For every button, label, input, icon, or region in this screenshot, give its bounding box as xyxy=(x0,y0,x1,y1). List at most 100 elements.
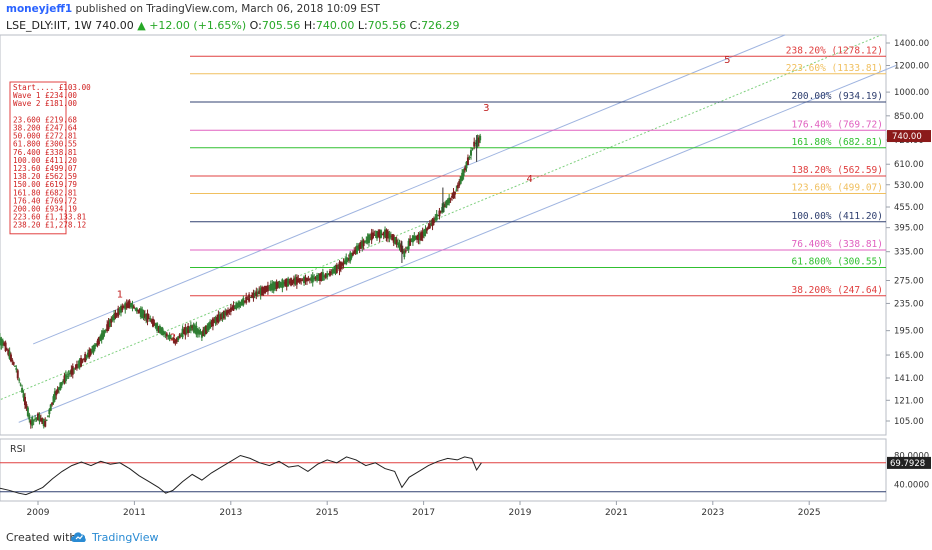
candle-body xyxy=(249,296,252,298)
info-box-line: 238.20 £1,278.12 xyxy=(13,221,86,230)
price-axis[interactable]: 1400.001200.001000.00850.00720.00610.005… xyxy=(886,39,931,427)
candle-body xyxy=(46,415,49,417)
candle-body xyxy=(195,325,198,335)
candle-body xyxy=(409,238,412,246)
candle-body xyxy=(456,184,459,189)
candle-body xyxy=(182,330,185,334)
candle-body xyxy=(428,223,431,229)
candle-body xyxy=(13,365,16,367)
candle-body xyxy=(49,404,52,411)
candle-body xyxy=(59,382,62,390)
high-value: 740.00 xyxy=(315,19,355,32)
candle-body xyxy=(200,331,203,338)
candle-body xyxy=(353,251,356,254)
info-box-line: 23.600 £219.68 xyxy=(13,115,77,124)
candle-body xyxy=(297,278,300,283)
main-pane[interactable] xyxy=(0,34,887,436)
price-chart[interactable]: 238.20% (1278.12) 223.60% (1133.81) 200.00… xyxy=(0,0,932,528)
candle-body xyxy=(333,268,336,273)
candle-body xyxy=(3,342,6,346)
candle-body xyxy=(167,335,170,337)
price-tick-label: 530.00 xyxy=(894,181,924,191)
candle-body xyxy=(78,359,81,368)
price-tick-label: 105.00 xyxy=(894,417,924,427)
candle-body xyxy=(275,281,278,289)
candle-body xyxy=(175,337,178,343)
candle-body xyxy=(145,313,148,320)
candle-body xyxy=(334,265,337,274)
candle-body xyxy=(466,157,469,165)
fib-level-label: 123.60% (499.07) xyxy=(791,183,883,194)
wave-label: 3 xyxy=(483,103,489,114)
candle-body xyxy=(218,314,221,321)
candle-body xyxy=(314,277,317,280)
candle-body xyxy=(292,279,295,284)
candle-body xyxy=(288,281,291,283)
candle-body xyxy=(189,324,192,331)
price-tick-label: 195.00 xyxy=(894,327,924,337)
candle-body xyxy=(311,275,314,283)
candle-body xyxy=(34,418,37,420)
candle-body xyxy=(327,274,330,276)
candle-body xyxy=(446,199,449,206)
candle-body xyxy=(29,420,32,425)
candle-body xyxy=(110,318,113,323)
candle-body xyxy=(404,250,407,252)
candle-body xyxy=(171,339,174,341)
candle-body xyxy=(32,419,35,421)
candle-body xyxy=(161,328,164,336)
candle-body xyxy=(128,300,131,308)
candle-body xyxy=(48,409,51,415)
candle-body xyxy=(9,354,12,362)
candle-body xyxy=(184,327,187,336)
info-box-line: 123.60 £499.07 xyxy=(13,164,77,173)
candle-body xyxy=(172,337,175,343)
candle-body xyxy=(115,313,118,315)
author-link[interactable]: moneyjeff1 xyxy=(6,3,73,15)
candle-body xyxy=(278,281,281,288)
time-tick-label: 2009 xyxy=(27,508,50,518)
candle-body xyxy=(414,236,417,240)
info-box-line: 223.60 £1,133.81 xyxy=(13,213,87,222)
info-box-line: 200.00 £934.19 xyxy=(13,205,77,214)
candle-body xyxy=(138,310,141,314)
candle-body xyxy=(141,309,144,319)
candle-body xyxy=(320,272,323,281)
candle-body xyxy=(394,237,397,244)
candle-body xyxy=(168,334,171,340)
candle-body xyxy=(177,336,180,340)
wave-label: 1 xyxy=(117,289,123,300)
rsi-pane[interactable] xyxy=(0,438,887,502)
candle-body xyxy=(114,312,117,318)
candle-body xyxy=(341,262,344,266)
candle-body xyxy=(178,334,181,339)
candle-body xyxy=(449,198,452,200)
regression-channel xyxy=(0,34,897,423)
time-tick-label: 2015 xyxy=(316,508,339,518)
candle-body xyxy=(373,234,376,236)
time-axis[interactable]: 2009 2011 2013 2015 2017 2019 2021 2023 2025 xyxy=(27,501,821,518)
candle-body xyxy=(407,240,410,250)
wave-label: 5 xyxy=(724,55,730,66)
candle-body xyxy=(424,229,427,234)
candle-body xyxy=(233,306,236,308)
info-box-frame xyxy=(9,81,67,235)
symbol-label[interactable]: LSE_DLY:IIT, 1W xyxy=(6,19,92,32)
candle-body xyxy=(124,303,127,310)
tradingview-brand[interactable]: TradingView xyxy=(92,531,159,544)
candle-body xyxy=(367,234,370,243)
candle-body xyxy=(413,236,416,241)
fib-level-label: 223.60% (1133.81) xyxy=(786,63,883,74)
candle-body xyxy=(66,376,69,378)
candle-body xyxy=(346,258,349,261)
candle-body xyxy=(89,349,92,355)
candle-body xyxy=(397,242,400,246)
candle-body xyxy=(239,302,242,305)
candle-body xyxy=(117,308,120,317)
candle-body xyxy=(416,236,419,240)
high-label: H: xyxy=(303,19,316,32)
candle-body xyxy=(108,319,111,327)
candle-body xyxy=(51,402,54,405)
candle-body xyxy=(398,243,401,248)
